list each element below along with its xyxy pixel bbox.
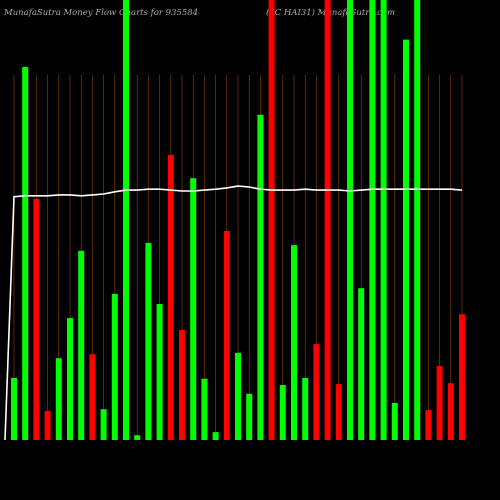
bar-17 (190, 178, 197, 440)
bar-6 (67, 318, 73, 440)
bar-38 (425, 410, 432, 440)
bar-5 (55, 358, 62, 440)
bar-26 (291, 245, 297, 440)
bar-7 (78, 250, 85, 440)
bar-30 (335, 384, 342, 440)
chart-title-text: MunafaSutra Money Flow Charts for 935584 (4, 8, 199, 18)
bar-14 (156, 304, 163, 440)
bar-21 (235, 352, 241, 440)
bar-15 (167, 154, 174, 440)
bar-28 (313, 344, 320, 440)
bar-10 (111, 293, 118, 440)
bar-16 (179, 330, 185, 440)
bar-23 (257, 114, 264, 441)
bar-40 (447, 383, 454, 440)
bar-18 (201, 378, 208, 440)
bar-19 (212, 432, 219, 440)
bar-22 (246, 393, 253, 440)
bar-37 (414, 0, 421, 440)
bar-2 (22, 66, 29, 441)
bar-24 (268, 0, 275, 440)
bar-12 (134, 435, 141, 440)
bar-36 (403, 39, 409, 440)
bar-11 (123, 0, 129, 440)
bar-layer (11, 0, 465, 441)
bar-31 (347, 0, 353, 440)
bar-4 (44, 411, 51, 440)
bar-41 (459, 314, 465, 440)
bar-1 (11, 378, 17, 440)
bar-3 (33, 198, 40, 440)
bar-25 (279, 385, 286, 440)
bar-27 (302, 378, 309, 440)
bar-39 (436, 366, 443, 440)
flow-line (4, 185, 463, 441)
bar-35 (391, 403, 398, 440)
bar-8 (89, 354, 96, 440)
bar-13 (145, 242, 152, 440)
bar-29 (324, 0, 331, 440)
bar-33 (369, 0, 376, 440)
line-layer (4, 185, 463, 441)
bar-34 (380, 0, 387, 440)
bar-9 (100, 409, 107, 440)
bar-20 (223, 231, 230, 440)
bar-32 (358, 288, 365, 440)
